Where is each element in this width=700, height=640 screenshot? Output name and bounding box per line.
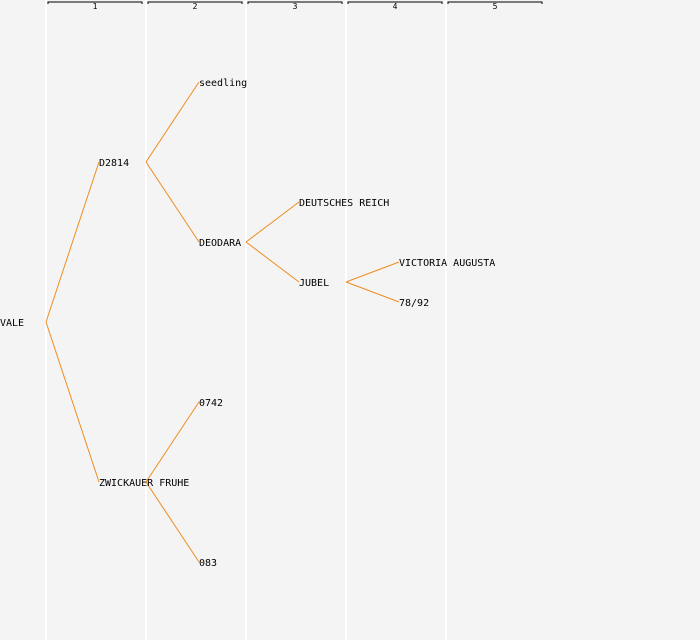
generation-number: 3 (293, 2, 298, 11)
pedigree-edge (345, 281, 400, 303)
ancestor-label[interactable]: ZWICKAUER FRUHE (99, 478, 189, 489)
ancestor-label[interactable]: DEUTSCHES REICH (299, 198, 389, 209)
generation-bracket (447, 1, 543, 4)
generation-number: 1 (93, 2, 98, 11)
ancestor-label[interactable]: DEODARA (199, 238, 241, 249)
generation-bracket (247, 1, 343, 4)
pedigree-edge (45, 321, 100, 483)
generation-columns: 1 2 3 4 5 (45, 0, 543, 640)
generation-bracket (147, 1, 243, 4)
ancestor-label[interactable]: seedling (199, 78, 247, 89)
root-variety-label[interactable]: VALE (0, 318, 24, 329)
generation-number: 2 (193, 2, 198, 11)
ancestor-label[interactable]: 0742 (199, 398, 223, 409)
ancestor-label[interactable]: D2814 (99, 158, 129, 169)
pedigree-edge (245, 201, 300, 243)
pedigree-edge (45, 161, 100, 323)
pedigree-edge (345, 261, 400, 283)
generation-number: 5 (493, 2, 498, 11)
pedigree-edge (145, 481, 200, 563)
pedigree-edge (145, 161, 200, 243)
ancestor-label[interactable]: VICTORIA AUGUSTA (399, 258, 495, 269)
pedigree-edge (145, 401, 200, 483)
generation-bracket (47, 1, 143, 4)
generation-number: 4 (393, 2, 398, 11)
ancestor-label[interactable]: 78/92 (399, 298, 429, 309)
pedigree-edge (245, 241, 300, 283)
pedigree-edge (145, 81, 200, 163)
pedigree-edges (45, 81, 400, 563)
generation-bracket (347, 1, 443, 4)
ancestor-label[interactable]: JUBEL (299, 278, 329, 289)
ancestor-label[interactable]: 083 (199, 558, 217, 569)
pedigree-labels: VALE D2814 ZWICKAUER FRUHE seedling DEODARA 0… (0, 78, 495, 569)
